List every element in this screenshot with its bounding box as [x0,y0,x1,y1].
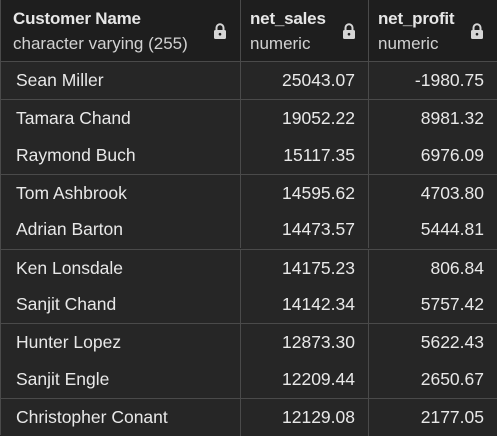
table-row[interactable]: Christopher Conant 12129.08 2177.05 [1,398,497,436]
column-name: net_sales [250,9,326,28]
column-type: character varying (255) [13,34,188,53]
table-row[interactable]: Ken Lonsdale 14175.23 806.84 [1,249,497,287]
table-row[interactable]: Sean Miller 25043.07 -1980.75 [1,62,497,99]
cell-customer-name[interactable]: Ken Lonsdale [2,250,241,287]
cell-customer-name[interactable]: Adrian Barton [2,211,241,248]
cell-net-sales[interactable]: 12873.30 [241,324,369,361]
cell-net-sales[interactable]: 15117.35 [241,137,369,174]
cell-net-profit[interactable]: 5757.42 [369,286,497,323]
cell-net-profit[interactable]: 5444.81 [369,211,497,248]
table-row[interactable]: Sanjit Chand 14142.34 5757.42 [1,286,497,323]
column-type: numeric [378,34,439,53]
cell-customer-name[interactable]: Sanjit Engle [2,361,241,398]
cell-customer-name[interactable]: Raymond Buch [2,137,241,174]
table-row[interactable]: Hunter Lopez 12873.30 5622.43 [1,323,497,361]
cell-customer-name[interactable]: Christopher Conant [2,399,241,436]
cell-customer-name[interactable]: Hunter Lopez [2,324,241,361]
cell-net-profit[interactable]: 5622.43 [369,324,497,361]
cell-customer-name[interactable]: Sean Miller [2,62,241,99]
column-header-customer-name[interactable]: Customer Name character varying (255) [1,0,241,61]
cell-net-sales[interactable]: 14175.23 [241,250,369,287]
cell-net-profit[interactable]: 2177.05 [369,399,497,436]
results-header: Customer Name character varying (255) ne… [1,0,497,62]
cell-customer-name[interactable]: Tamara Chand [2,100,241,137]
column-header-net-sales[interactable]: net_sales numeric [241,0,369,61]
cell-net-sales[interactable]: 12209.44 [241,361,369,398]
cell-net-profit[interactable]: 6976.09 [369,137,497,174]
cell-net-profit[interactable]: -1980.75 [369,62,497,99]
column-type: numeric [250,34,311,53]
table-row[interactable]: Tom Ashbrook 14595.62 4703.80 [1,174,497,212]
column-name: Customer Name [13,9,141,28]
cell-net-profit[interactable]: 806.84 [369,250,497,287]
lock-icon [214,23,226,39]
column-name: net_profit [378,9,455,28]
cell-net-sales[interactable]: 25043.07 [241,62,369,99]
table-row[interactable]: Tamara Chand 19052.22 8981.32 [1,99,497,137]
lock-icon [471,23,483,39]
cell-net-profit[interactable]: 4703.80 [369,175,497,212]
table-row[interactable]: Adrian Barton 14473.57 5444.81 [1,211,497,248]
cell-customer-name[interactable]: Sanjit Chand [2,286,241,323]
cell-net-sales[interactable]: 14142.34 [241,286,369,323]
table-row[interactable]: Raymond Buch 15117.35 6976.09 [1,137,497,174]
cell-net-profit[interactable]: 8981.32 [369,100,497,137]
cell-customer-name[interactable]: Tom Ashbrook [2,175,241,212]
table-row[interactable]: Sanjit Engle 12209.44 2650.67 [1,361,497,398]
cell-net-profit[interactable]: 2650.67 [369,361,497,398]
cell-net-sales[interactable]: 14473.57 [241,211,369,248]
cell-net-sales[interactable]: 19052.22 [241,100,369,137]
cell-net-sales[interactable]: 14595.62 [241,175,369,212]
column-header-net-profit[interactable]: net_profit numeric [369,0,497,61]
cell-net-sales[interactable]: 12129.08 [241,399,369,436]
lock-icon [343,23,355,39]
